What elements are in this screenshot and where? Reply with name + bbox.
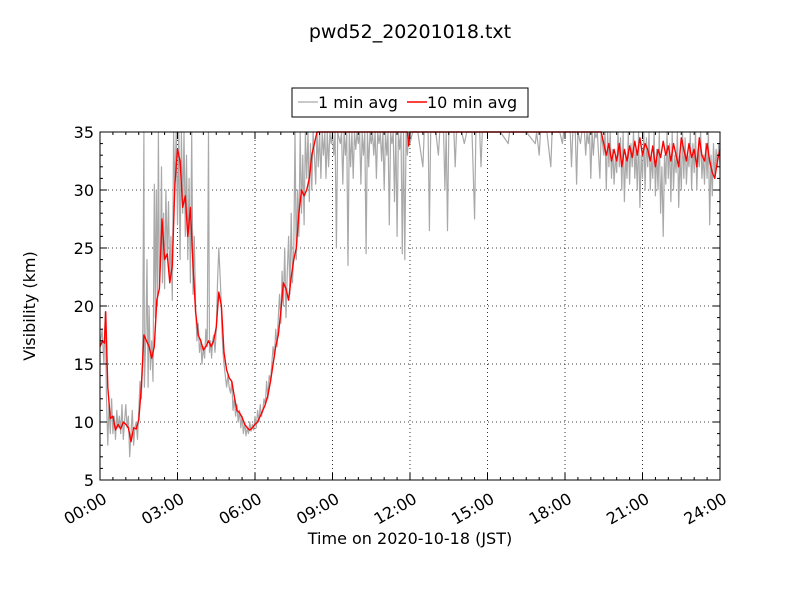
y-tick-label: 10	[74, 413, 94, 432]
legend-label-1min: 1 min avg	[318, 93, 398, 112]
plot-area	[99, 131, 721, 481]
legend: 1 min avg 10 min avg	[291, 87, 529, 118]
y-tick-label: 25	[74, 239, 94, 258]
series-line-1min-avg	[99, 131, 721, 458]
legend-label-10min: 10 min avg	[427, 93, 517, 112]
y-axis-label: Visibility (km)	[20, 251, 39, 360]
y-tick-label: 15	[74, 355, 94, 374]
y-tick-label: 30	[74, 181, 94, 200]
series-lines	[99, 131, 721, 458]
series-line-10min-avg	[99, 131, 721, 443]
y-tick-label: 35	[74, 123, 94, 142]
x-axis-label: Time on 2020-10-18 (JST)	[307, 529, 512, 548]
y-axis-tick-labels: 5 10 15 20 25 30 35	[74, 123, 94, 490]
chart-title: pwd52_20201018.txt	[309, 21, 511, 43]
y-tick-label: 20	[74, 297, 94, 316]
axis-ticks	[99, 131, 721, 481]
y-tick-label: 5	[84, 471, 94, 490]
grid-lines	[100, 132, 720, 480]
